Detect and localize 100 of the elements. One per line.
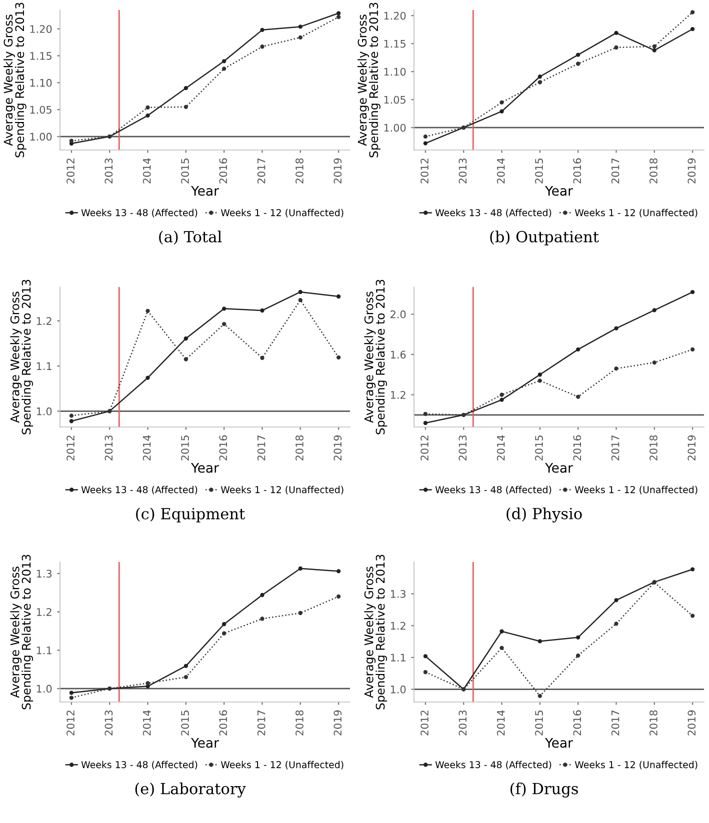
text: (a) Total bbox=[159, 230, 222, 245]
point bbox=[184, 336, 188, 341]
y-tick-label: 2.0 bbox=[390, 310, 406, 318]
legend-label: Weeks 1 - 12 (Unaffected) bbox=[220, 760, 344, 770]
point bbox=[260, 28, 264, 32]
point bbox=[222, 631, 226, 636]
y-tick-label: 1.20 bbox=[384, 12, 406, 20]
point bbox=[146, 308, 150, 314]
point bbox=[614, 622, 618, 626]
x-tick-label: 2012 bbox=[66, 158, 74, 184]
legend-label: Weeks 1 - 12 (Unaffected) bbox=[220, 486, 344, 494]
point bbox=[423, 412, 428, 416]
x-tick-label: 2014 bbox=[142, 158, 151, 184]
point bbox=[652, 360, 656, 365]
y-tick-label: 1.15 bbox=[30, 52, 52, 60]
x-axis-title: Year bbox=[191, 186, 219, 196]
point bbox=[423, 670, 428, 674]
y-tick-label: 1.05 bbox=[30, 106, 52, 114]
point bbox=[69, 138, 74, 143]
x-axis-title: Year bbox=[191, 738, 219, 748]
y-tick-label: 1.2 bbox=[390, 390, 406, 399]
x-tick-label: 2013 bbox=[104, 710, 113, 736]
point bbox=[298, 566, 302, 571]
y-tick-label: 1.3 bbox=[36, 570, 52, 578]
point bbox=[500, 100, 504, 104]
point bbox=[298, 298, 302, 302]
y-axis-title: Average Weekly Gross Spending Relative to 2013 bbox=[364, 554, 388, 710]
x-axis-title: Year bbox=[191, 462, 219, 473]
point bbox=[538, 372, 542, 377]
legend-label: Weeks 13 - 48 (Affected) bbox=[435, 760, 552, 770]
point bbox=[576, 653, 580, 658]
x-tick-label: 2015 bbox=[181, 710, 189, 736]
x-tick-label: 2017 bbox=[257, 158, 266, 184]
point bbox=[614, 326, 618, 330]
point bbox=[336, 11, 341, 16]
y-tick-label: 1.05 bbox=[384, 96, 406, 104]
x-tick-label: 2016 bbox=[219, 435, 228, 460]
point bbox=[576, 347, 580, 352]
text: (f) Drugs bbox=[510, 782, 578, 798]
legend-label: Weeks 1 - 12 (Unaffected) bbox=[574, 208, 698, 218]
point bbox=[423, 654, 428, 658]
point bbox=[500, 646, 504, 650]
y-tick-label: 1.0 bbox=[390, 686, 406, 694]
point bbox=[500, 398, 504, 402]
x-tick-label: 2012 bbox=[420, 436, 428, 460]
point bbox=[222, 59, 226, 64]
x-tick-label: 2015 bbox=[535, 436, 543, 460]
x-tick-label: 2012 bbox=[66, 710, 74, 736]
point bbox=[146, 681, 150, 686]
text: (c) Equipment bbox=[136, 508, 246, 522]
point bbox=[538, 639, 542, 644]
y-tick-label: 1.10 bbox=[384, 68, 406, 76]
point bbox=[423, 134, 428, 139]
point bbox=[69, 690, 74, 695]
x-tick-label: 2013 bbox=[458, 710, 467, 736]
y-tick-label: 1.15 bbox=[384, 40, 406, 48]
point bbox=[652, 308, 656, 312]
y-tick-label: 1.1 bbox=[36, 362, 52, 370]
y-axis-title: Average Weekly Gross Spending Relative to 2013 bbox=[4, 2, 26, 158]
x-tick-label: 2016 bbox=[573, 435, 582, 460]
y-tick-label: 1.6 bbox=[390, 350, 406, 359]
point bbox=[222, 66, 226, 71]
y-tick-label: 1.3 bbox=[390, 590, 406, 598]
point bbox=[538, 378, 542, 383]
point bbox=[500, 392, 504, 397]
x-tick-label: 2014 bbox=[142, 435, 151, 460]
point bbox=[146, 113, 150, 118]
x-tick-label: 2016 bbox=[573, 710, 582, 736]
x-tick-label: 2014 bbox=[496, 158, 505, 184]
point bbox=[690, 614, 695, 618]
x-tick-label: 2017 bbox=[611, 158, 620, 184]
y-tick-label: 1.20 bbox=[30, 25, 52, 33]
legend-label: Weeks 1 - 12 (Unaffected) bbox=[574, 486, 698, 494]
legend-label: Weeks 1 - 12 (Unaffected) bbox=[574, 760, 698, 770]
point bbox=[184, 357, 188, 362]
x-tick-label: 2017 bbox=[257, 710, 266, 736]
point bbox=[576, 635, 580, 640]
point bbox=[184, 674, 188, 680]
point bbox=[298, 610, 302, 616]
x-tick-label: 2014 bbox=[496, 435, 505, 460]
point bbox=[298, 24, 302, 29]
point bbox=[576, 62, 580, 66]
point bbox=[690, 347, 695, 352]
x-tick-label: 2018 bbox=[650, 435, 658, 460]
x-tick-label: 2014 bbox=[142, 710, 151, 736]
y-axis-title: Average Weekly Gross Spending Relative to 2013 bbox=[364, 280, 388, 434]
x-tick-label: 2015 bbox=[535, 710, 543, 736]
point bbox=[336, 569, 341, 574]
point bbox=[576, 394, 580, 399]
x-tick-label: 2018 bbox=[650, 158, 658, 184]
point bbox=[298, 290, 302, 294]
x-tick-label: 2015 bbox=[181, 158, 189, 184]
point bbox=[423, 420, 428, 426]
legend-label: Weeks 13 - 48 (Affected) bbox=[81, 486, 198, 494]
point bbox=[690, 26, 695, 32]
x-tick-label: 2016 bbox=[219, 710, 228, 736]
point bbox=[260, 308, 264, 313]
point bbox=[690, 10, 695, 14]
y-tick-label: 1.10 bbox=[30, 78, 52, 87]
point bbox=[298, 35, 302, 40]
